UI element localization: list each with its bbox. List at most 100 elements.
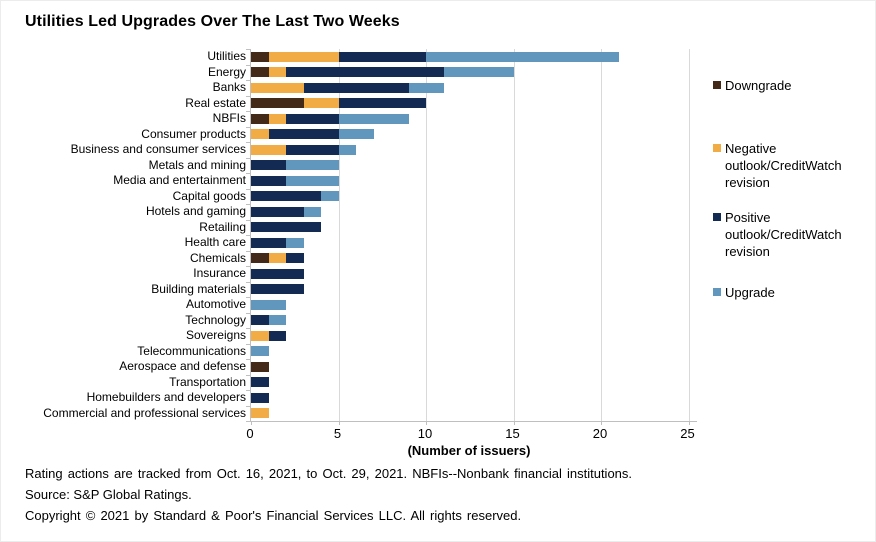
value-axis-labels: 0 5 10 15 20 25 — [246, 426, 696, 441]
category-label: Metals and mining — [148, 157, 246, 172]
bar-segment — [268, 113, 286, 124]
legend-label: Positive outlook/CreditWatch revision — [725, 210, 842, 259]
bar-row — [251, 299, 286, 310]
gridline — [426, 49, 427, 421]
category-label: Chemicals — [189, 250, 246, 265]
category-label: Insurance — [193, 266, 246, 280]
bar-segment — [251, 51, 269, 62]
bar-segment — [286, 144, 339, 155]
bar-segment — [338, 113, 409, 124]
bar-segment — [251, 98, 304, 109]
y-axis-tick — [246, 235, 250, 236]
gridline — [338, 49, 340, 421]
bar-segment — [268, 253, 286, 264]
y-axis-tick — [246, 49, 250, 50]
y-axis-tick — [246, 328, 250, 329]
y-axis-tick — [246, 188, 250, 190]
bar-segment — [251, 175, 286, 186]
category-label: Sovereigns — [185, 328, 246, 342]
footnote-tracking-period: Rating actions are tracked from Oct. 16,… — [25, 466, 633, 481]
bar-row — [251, 284, 304, 295]
bar-row — [251, 408, 269, 419]
bar-segment — [408, 82, 444, 93]
category-label: Technology — [185, 312, 246, 327]
bar-row — [251, 191, 339, 202]
bar-row — [251, 361, 269, 372]
y-axis-tick — [246, 281, 250, 283]
gridline — [513, 49, 515, 421]
category-label: Hotels and gaming — [145, 204, 246, 218]
bar-segment — [443, 67, 514, 78]
x-tick-label: 15 — [505, 426, 520, 441]
category-label: Utilities — [207, 49, 246, 63]
bar-row — [251, 315, 286, 326]
bar-segment — [251, 268, 304, 279]
y-axis-tick — [246, 111, 250, 112]
legend-swatch — [713, 288, 721, 296]
y-axis-tick — [246, 297, 250, 298]
category-label: Capital goods — [172, 188, 246, 203]
gridline — [688, 49, 690, 421]
x-tick-label: 10 — [417, 426, 433, 441]
category-label: Banks — [212, 80, 246, 94]
bar-segment — [251, 377, 269, 388]
bar-row — [251, 113, 409, 124]
category-label: Consumer products — [141, 126, 246, 141]
bar-row — [251, 330, 286, 341]
bar-segment — [268, 67, 286, 78]
legend-label: Downgrade — [725, 78, 792, 93]
category-label: Commercial and professional services — [43, 405, 246, 420]
x-tick-label: 0 — [246, 426, 254, 441]
category-label: Transportation — [169, 374, 246, 389]
bar-segment — [251, 67, 269, 78]
bar-row — [251, 268, 304, 279]
bar-segment — [251, 160, 286, 171]
footnotes: Rating actions are tracked from Oct. 16,… — [25, 463, 715, 526]
bar-segment — [286, 67, 444, 78]
bar-segment — [251, 237, 286, 248]
bar-segment — [286, 253, 304, 264]
bar-segment — [303, 82, 409, 93]
category-label: Building materials — [151, 281, 246, 296]
bar-row — [251, 253, 304, 264]
category-label: NBFIs — [212, 111, 246, 125]
y-axis-tick — [246, 390, 250, 391]
bar-segment — [251, 346, 269, 357]
y-axis-tick — [246, 266, 250, 267]
bar-segment — [251, 284, 304, 295]
legend-item: Downgrade — [713, 77, 875, 94]
legend-item: Negative outlook/CreditWatch revision — [713, 140, 875, 191]
bar-segment — [268, 330, 286, 341]
y-axis-tick — [246, 142, 250, 143]
bar-segment — [321, 191, 339, 202]
y-axis-tick — [246, 157, 250, 159]
x-axis-tick — [426, 421, 427, 425]
bar-segment — [251, 315, 269, 326]
bar-segment — [268, 51, 339, 62]
x-axis-title: (Number of issuers) — [407, 443, 531, 458]
x-axis-tick — [601, 421, 602, 425]
plot-area — [246, 49, 697, 425]
y-axis-tick — [246, 421, 250, 422]
bar-row — [251, 206, 321, 217]
bar-row — [251, 175, 339, 186]
bar-row — [251, 82, 444, 93]
category-label: Business and consumer services — [70, 142, 246, 156]
bar-segment — [338, 129, 374, 140]
bar-row — [251, 67, 514, 78]
legend: Downgrade Negative outlook/CreditWatch re… — [713, 77, 875, 301]
category-label: Energy — [207, 64, 246, 79]
legend-item: Positive outlook/CreditWatch revision — [713, 209, 875, 260]
bar-segment — [268, 315, 286, 326]
bar-segment — [251, 129, 269, 140]
y-axis-tick — [246, 359, 250, 360]
category-label: Homebuilders and developers — [86, 390, 246, 404]
category-label: Aerospace and defense — [119, 359, 246, 373]
bar-segment — [338, 51, 426, 62]
bar-segment — [338, 144, 356, 155]
bar-segment — [251, 222, 321, 233]
bar-segment — [251, 408, 269, 419]
bar-row — [251, 51, 619, 62]
y-axis-tick — [246, 95, 250, 97]
